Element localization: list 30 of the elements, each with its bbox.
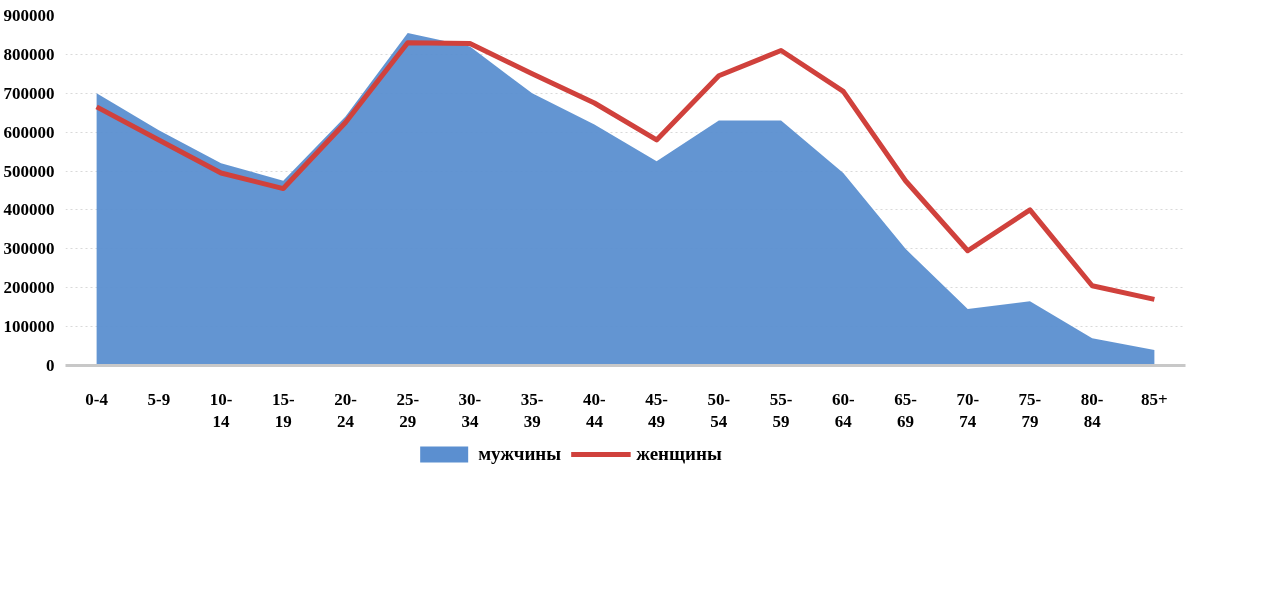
x-tick-label: 0-4 xyxy=(85,389,109,409)
y-tick-label: 800000 xyxy=(3,44,55,64)
x-tick-label: 70-74 xyxy=(956,389,980,432)
y-tick-label: 400000 xyxy=(3,200,55,220)
x-tick-label: 20-24 xyxy=(334,389,358,432)
y-tick-label: 500000 xyxy=(3,161,55,181)
x-tick-label: 10-14 xyxy=(209,389,233,432)
x-tick-label: 25-29 xyxy=(396,389,420,432)
x-tick-label: 55-59 xyxy=(769,389,793,432)
x-tick-label: 30-34 xyxy=(458,389,482,432)
x-tick-label: 80-84 xyxy=(1080,389,1104,432)
y-tick-label: 200000 xyxy=(3,278,55,298)
x-tick-label: 5-9 xyxy=(147,389,171,409)
x-tick-label: 40-44 xyxy=(583,389,607,432)
x-tick-label: 35-39 xyxy=(520,389,544,432)
legend-label: мужчины xyxy=(478,443,562,465)
legend-label: женщины xyxy=(636,443,722,465)
x-tick-label: 85+ xyxy=(1141,389,1168,409)
y-tick-label: 100000 xyxy=(3,317,55,337)
x-tick-label: 45-49 xyxy=(645,389,669,432)
x-tick-label: 50-54 xyxy=(707,389,731,432)
y-tick-label: 700000 xyxy=(3,83,55,103)
y-tick-label: 300000 xyxy=(3,239,55,259)
x-tick-label: 65-69 xyxy=(894,389,918,432)
y-tick-label: 600000 xyxy=(3,122,55,142)
y-tick-label: 0 xyxy=(46,356,55,375)
x-tick-label: 75-79 xyxy=(1018,389,1042,432)
y-tick-label: 900000 xyxy=(3,6,55,25)
x-tick-label: 60-64 xyxy=(831,389,855,432)
x-tick-label: 15-19 xyxy=(271,389,295,432)
